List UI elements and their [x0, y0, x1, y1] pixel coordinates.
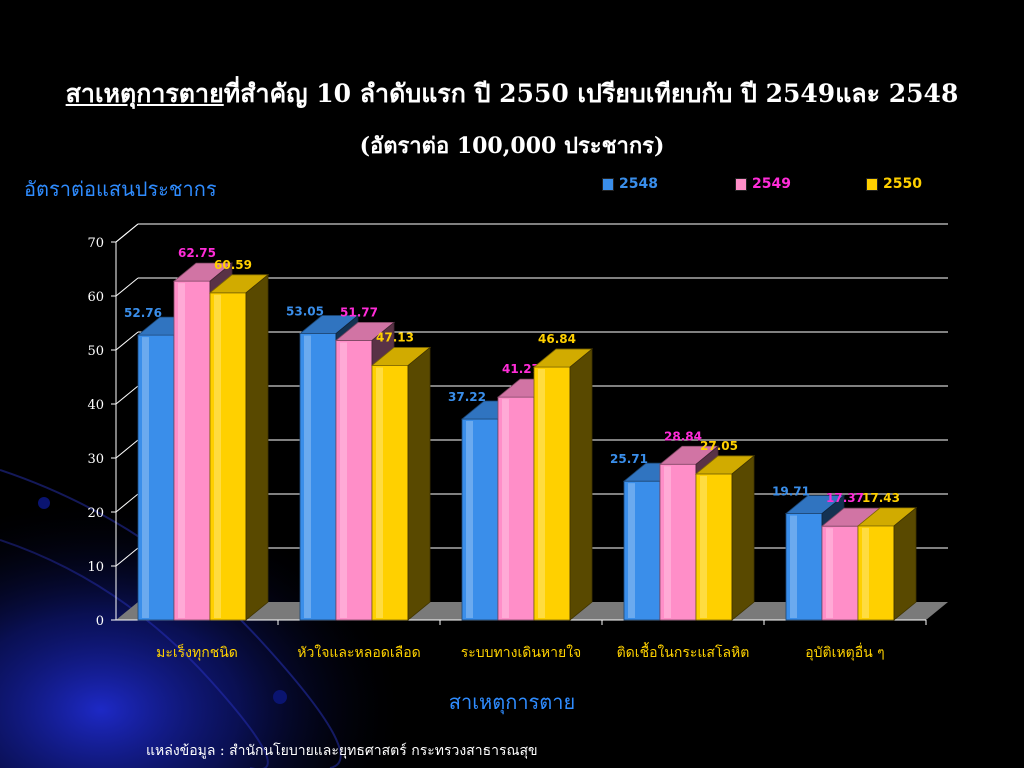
bar-2549-4-highlight [664, 466, 671, 618]
y-tick-label: 20 [87, 506, 104, 521]
data-label-2550-1: 60.59 [214, 258, 252, 272]
bar-2548-5-highlight [790, 515, 797, 618]
legend-swatch-2549 [735, 177, 747, 191]
title-underlined-part: สาเหตุการตาย [65, 79, 224, 108]
data-label-2549-1: 62.75 [178, 246, 216, 260]
data-label-2549-4: 28.84 [664, 429, 702, 443]
bar-2550-1-highlight [214, 294, 221, 618]
data-label-2548-3: 37.22 [448, 390, 486, 404]
bar-2549-2-highlight [340, 342, 347, 618]
gridline-diagonal [115, 385, 139, 405]
source-note: แหล่งข้อมูล : สำนักนโยบายและยุทธศาสตร์ ก… [146, 743, 538, 759]
category-label: หัวใจและหลอดเลือด [297, 644, 420, 661]
bar-2549-2 [335, 340, 373, 621]
data-label-2548-5: 19.71 [772, 485, 810, 499]
legend-item-2549: 2549 [735, 176, 791, 192]
bar-2550-2-highlight [376, 367, 383, 618]
y-tick-label: 70 [87, 236, 104, 251]
bar-2548-2-highlight [304, 335, 311, 618]
category-label: มะเร็งทุกชนิด [156, 643, 238, 661]
x-axis-label: สาเหตุการตาย [448, 690, 576, 714]
y-tick-label: 60 [87, 290, 104, 305]
legend-item-2550: 2550 [866, 176, 922, 192]
legend-label-2548: 2548 [619, 176, 658, 192]
y-tick-label: 40 [87, 398, 104, 413]
title-rest: ที่สำคัญ 10 ลำดับแรก ปี 2550 เปรียบเทียบ… [223, 79, 959, 108]
bar-2549-5-highlight [826, 528, 833, 618]
gridline-diagonal [115, 439, 139, 459]
gridline-diagonal [115, 277, 139, 297]
bar-2550-3-side [569, 348, 593, 621]
y-axis-label: อัตราต่อแสนประชากร [24, 177, 217, 201]
data-label-2549-2: 51.77 [340, 305, 378, 319]
data-label-2550-5: 17.43 [862, 491, 900, 505]
data-label-2550-2: 47.13 [376, 330, 414, 344]
bar-2548-4-highlight [628, 483, 635, 618]
y-axis-top-diagonal [115, 223, 139, 243]
y-tick-label: 0 [96, 614, 104, 629]
y-tick-label: 30 [87, 452, 104, 467]
bar-2549-1 [173, 280, 211, 621]
category-label: อุบัติเหตุอื่น ๆ [805, 643, 884, 661]
legend-label-2550: 2550 [883, 176, 922, 192]
bar-2550-5-highlight [862, 527, 869, 618]
y-tick-label: 50 [87, 344, 104, 359]
data-label-2548-2: 53.05 [286, 305, 324, 319]
gridline-diagonal [115, 331, 139, 351]
legend-swatch-2548 [602, 177, 614, 191]
data-label-2550-3: 46.84 [538, 332, 576, 346]
bar-2550-4 [695, 473, 733, 621]
category-label: ติดเชื้อในกระแสโลหิต [617, 642, 750, 661]
bar-2548-1-highlight [142, 337, 149, 618]
bar-2549-3 [497, 396, 535, 621]
data-label-2548-4: 25.71 [610, 452, 648, 466]
y-tick-label: 10 [87, 560, 104, 575]
category-label: ระบบทางเดินหายใจ [461, 644, 582, 661]
data-label-2549-3: 41.27 [502, 362, 540, 376]
bar-2550-4-highlight [700, 475, 707, 618]
legend-label-2549: 2549 [752, 176, 791, 192]
chart-title: สาเหตุการตายที่สำคัญ 10 ลำดับแรก ปี 2550… [0, 74, 1024, 114]
data-label-2548-1: 52.76 [124, 306, 162, 320]
legend-item-2548: 2548 [602, 176, 658, 192]
bar-2550-5 [857, 525, 895, 621]
bar-2549-3-highlight [502, 399, 509, 618]
bar-2548-1 [137, 334, 175, 621]
bar-2550-3-highlight [538, 369, 545, 618]
bar-2550-4-side [731, 455, 755, 621]
bar-2550-2-side [407, 346, 431, 621]
bar-2549-1-highlight [178, 283, 185, 618]
gridline-diagonal [115, 547, 139, 567]
chart-subtitle: (อัตราต่อ 100,000 ประชากร) [359, 133, 665, 159]
bar-2548-4 [623, 480, 661, 621]
legend: 2548 2549 2550 [600, 176, 940, 196]
data-label-2549-5: 17.37 [826, 491, 864, 505]
legend-swatch-2550 [866, 177, 878, 191]
bar-2550-1-side [245, 273, 269, 621]
bar-2549-4 [659, 463, 697, 621]
gridline-diagonal [115, 493, 139, 513]
data-label-2550-4: 27.05 [700, 439, 738, 453]
bar-2550-2 [371, 365, 409, 621]
bar-2550-5-side [893, 507, 917, 621]
bar-2548-3-highlight [466, 421, 473, 618]
